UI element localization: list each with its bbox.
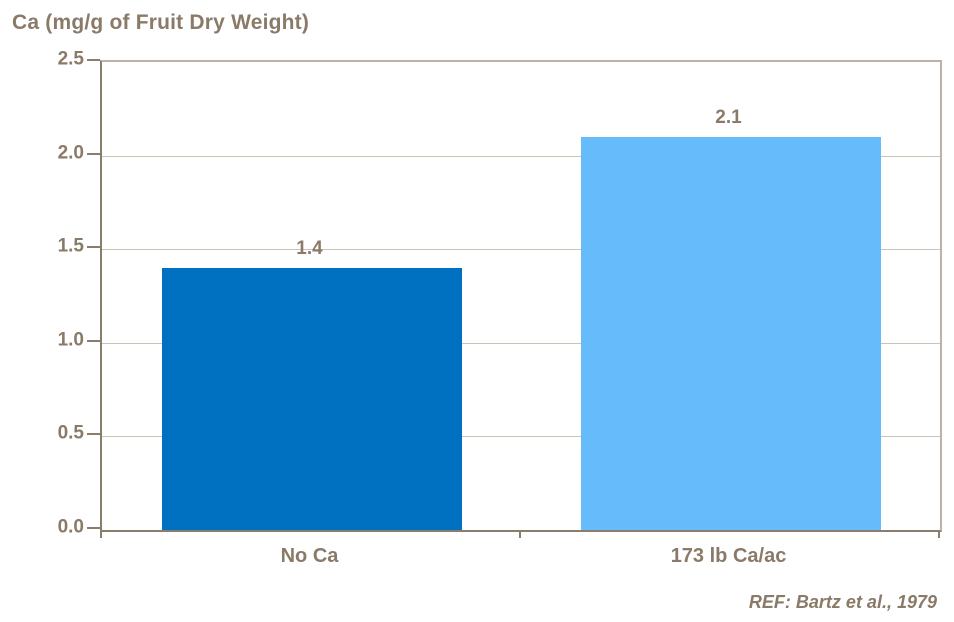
plot-area bbox=[100, 60, 942, 532]
y-tick-mark-1.5 bbox=[87, 246, 100, 249]
bar-value-label: 2.1 bbox=[715, 106, 742, 128]
bar-value-label: 1.4 bbox=[296, 237, 323, 259]
y-tick-mark-2.5 bbox=[87, 59, 100, 61]
gridline-2.0 bbox=[102, 155, 940, 157]
gridline-1.0 bbox=[102, 342, 940, 344]
x-category-label: 173 lb Ca/ac bbox=[670, 545, 787, 567]
y-tick-mark-1.0 bbox=[87, 339, 100, 342]
y-tick-label-1.0: 1.0 bbox=[57, 329, 84, 351]
x-tick-mark bbox=[100, 530, 102, 538]
y-tick-label-0.5: 0.5 bbox=[57, 422, 84, 444]
gridline-0.5 bbox=[102, 436, 940, 438]
x-category-label: No Ca bbox=[280, 545, 339, 567]
y-tick-label-1.5: 1.5 bbox=[57, 235, 84, 257]
y-tick-mark-2.0 bbox=[87, 152, 100, 155]
chart-title: Ca (mg/g of Fruit Dry Weight) bbox=[12, 11, 310, 34]
y-tick-mark-0.5 bbox=[87, 433, 100, 436]
y-tick-label-0.0: 0.0 bbox=[57, 516, 84, 538]
reference-note: REF: Bartz et al., 1979 bbox=[748, 592, 937, 612]
x-tick-mark bbox=[938, 530, 940, 538]
y-tick-mark-0.0 bbox=[87, 527, 100, 529]
y-tick-label-2.0: 2.0 bbox=[57, 142, 84, 164]
gridline-1.5 bbox=[102, 249, 940, 251]
bar-173-lb-ca-ac bbox=[580, 136, 881, 530]
bar-no-ca bbox=[161, 267, 462, 530]
x-tick-mark bbox=[519, 530, 521, 538]
y-tick-label-2.5: 2.5 bbox=[57, 48, 84, 70]
